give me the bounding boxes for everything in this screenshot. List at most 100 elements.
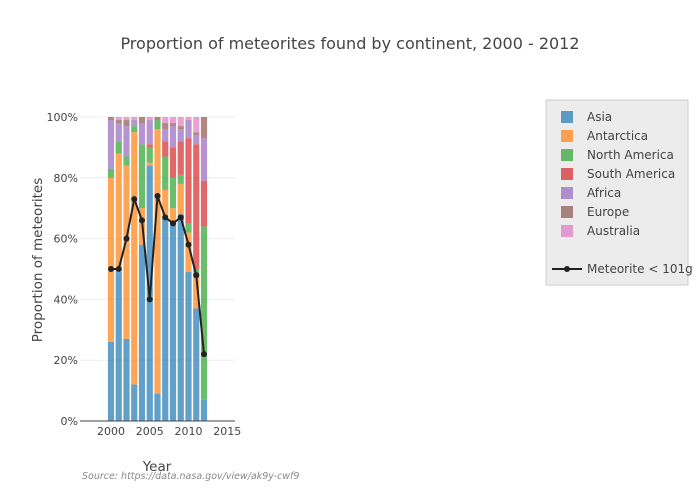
legend: Asia Antarctica North America South America… xyxy=(545,99,693,286)
bar-segment xyxy=(123,156,130,166)
bar-segment xyxy=(107,120,115,169)
bar-segment xyxy=(185,223,192,233)
line-point xyxy=(131,196,138,203)
bar-segment xyxy=(154,117,161,121)
bar-segment xyxy=(185,138,192,224)
bar-segment xyxy=(177,117,184,127)
y-tick-label: 40% xyxy=(54,293,78,306)
x-tick-label: 2005 xyxy=(136,425,164,438)
bar-segment xyxy=(169,208,177,224)
bar-segment xyxy=(200,138,208,181)
bar-segment xyxy=(115,153,122,273)
bar-segment xyxy=(115,120,122,124)
bar-segment xyxy=(131,384,138,421)
bar-segment xyxy=(193,117,200,133)
legend-label: Meteorite < 101g xyxy=(587,262,693,276)
bar-segment xyxy=(146,144,153,148)
bar-segment xyxy=(123,165,130,339)
line-point xyxy=(193,272,200,279)
legend-swatch xyxy=(561,187,573,199)
bar-segment xyxy=(200,226,208,400)
bar-segment xyxy=(115,141,122,154)
legend-label: Antarctica xyxy=(587,129,648,143)
bar-segment xyxy=(146,147,153,163)
bar-segment xyxy=(138,144,146,209)
bar-segment xyxy=(177,141,184,175)
line-point xyxy=(115,266,122,272)
bar-segment xyxy=(123,126,130,157)
bar-segment xyxy=(138,123,146,145)
bar-segment xyxy=(162,117,169,124)
bar-segment xyxy=(193,132,200,136)
x-tick-label: 2000 xyxy=(97,425,125,438)
bar-segment xyxy=(169,123,177,127)
line-point xyxy=(201,351,207,358)
bar-segment xyxy=(162,123,169,130)
stacked-bars xyxy=(107,117,208,421)
bar-segment xyxy=(162,217,169,421)
bar-segment xyxy=(177,214,184,421)
line-point xyxy=(123,235,130,242)
legend-label: Europe xyxy=(587,205,629,219)
bar-segment xyxy=(162,156,169,190)
y-tick-label: 60% xyxy=(54,233,78,246)
bar-segment xyxy=(107,341,115,421)
line-point xyxy=(177,214,184,221)
bar-segment xyxy=(154,129,161,394)
y-tick-label: 20% xyxy=(54,354,78,367)
line-point xyxy=(162,214,169,221)
bar-segment xyxy=(115,272,122,421)
y-tick-label: 80% xyxy=(54,172,78,185)
bar-segment xyxy=(138,244,146,421)
bar-segment xyxy=(185,117,192,121)
legend-label: Australia xyxy=(587,224,640,238)
bar-segment xyxy=(123,338,130,421)
bar-segment xyxy=(154,120,161,130)
y-tick-label: 0% xyxy=(61,415,78,428)
bar-segment xyxy=(131,117,138,121)
y-axis-title: Proportion of meteorites xyxy=(30,178,46,343)
bar-segment xyxy=(169,126,177,148)
bar-segment xyxy=(200,180,208,227)
bar-segment xyxy=(169,177,177,209)
bar-segment xyxy=(185,232,192,273)
bar-segment xyxy=(123,117,130,121)
bar-segment xyxy=(146,162,153,166)
bar-segment xyxy=(177,174,184,184)
legend-line-marker xyxy=(564,266,570,272)
bar-segment xyxy=(177,126,184,130)
x-tick-label: 2015 xyxy=(213,425,241,438)
x-tick-label: 2010 xyxy=(175,425,203,438)
bar-segment xyxy=(169,117,177,124)
bar-segment xyxy=(169,223,177,421)
bar-segment xyxy=(193,135,200,145)
bar-segment xyxy=(131,120,138,127)
line-series xyxy=(108,193,207,358)
bar-segment xyxy=(185,120,192,139)
legend-label: Africa xyxy=(587,186,621,200)
bar-segment xyxy=(177,129,184,142)
bar-segment xyxy=(107,177,115,342)
legend-swatch xyxy=(561,206,573,218)
bar-segment xyxy=(107,117,115,121)
bar-segment xyxy=(200,399,208,421)
bar-segment xyxy=(162,129,169,142)
legend-swatch xyxy=(561,149,573,161)
legend-label: South America xyxy=(587,167,675,181)
legend-swatch xyxy=(561,111,573,123)
bar-segment xyxy=(123,120,130,127)
axes: 0% 20% 40% 60% 80% 100% 2000 2005 2010 2015 xyxy=(47,111,242,438)
line-point xyxy=(154,193,161,200)
bar-segment xyxy=(185,272,192,421)
bar-segment xyxy=(200,117,208,139)
bar-segment xyxy=(138,117,146,124)
line-point xyxy=(139,217,145,224)
bar-segment xyxy=(154,393,161,421)
legend-swatch xyxy=(561,168,573,180)
bar-segment xyxy=(131,132,138,385)
bar-segment xyxy=(193,144,200,269)
y-tick-label: 100% xyxy=(47,111,78,124)
line-point xyxy=(185,241,192,248)
line-point xyxy=(146,296,153,303)
